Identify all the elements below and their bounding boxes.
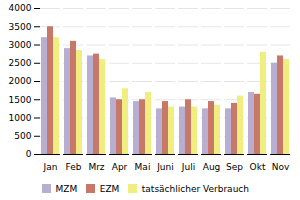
html-text:EZM: EZM: [99, 183, 120, 194]
svg-text:1500: 1500: [9, 95, 32, 105]
svg-text:1000: 1000: [9, 113, 32, 123]
svg-text:3500: 3500: [9, 22, 32, 32]
svg-text:2500: 2500: [9, 58, 32, 68]
svg-text:4000: 4000: [9, 3, 32, 13]
svg-text:Sep: Sep: [226, 162, 243, 172]
svg-text:Feb: Feb: [66, 162, 82, 172]
svg-text:Apr: Apr: [112, 162, 128, 172]
svg-text:Nov: Nov: [272, 162, 290, 172]
svg-text:500: 500: [14, 131, 31, 141]
svg-text:2000: 2000: [9, 76, 32, 86]
svg-text:Okt: Okt: [250, 162, 266, 172]
svg-text:Mai: Mai: [135, 162, 151, 172]
html-text:MZM: MZM: [55, 183, 78, 194]
html-text:tatsächlicher Verbrauch: tatsächlicher Verbrauch: [141, 183, 249, 194]
svg-text:Jan: Jan: [43, 162, 58, 172]
svg-text:Mrz: Mrz: [88, 162, 104, 172]
svg-text:Aug: Aug: [203, 162, 221, 172]
svg-text:0: 0: [26, 149, 32, 159]
svg-text:3000: 3000: [9, 40, 32, 50]
svg-text:Juli: Juli: [181, 162, 195, 172]
svg-text:Juni: Juni: [156, 162, 174, 172]
